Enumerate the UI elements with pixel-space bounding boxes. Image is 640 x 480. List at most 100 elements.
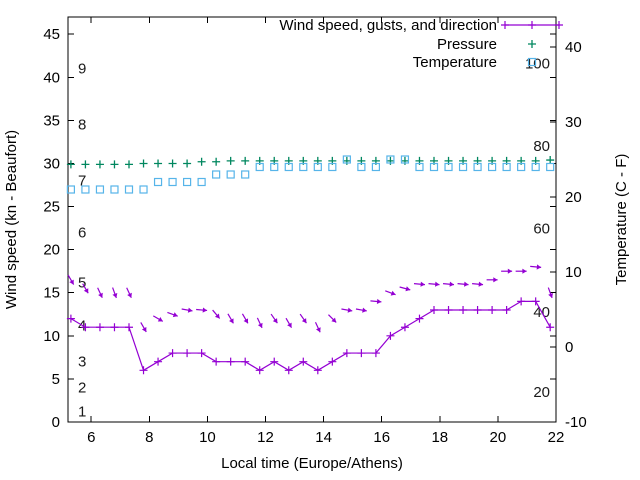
x-tick-label: 10	[199, 429, 216, 446]
temperature-marker	[415, 162, 424, 172]
y-tick-label: 5	[52, 371, 60, 388]
gust-arrowhead	[390, 290, 396, 296]
gust-arrowhead	[202, 307, 208, 313]
fahrenheit-label: 100	[525, 56, 550, 73]
temperature-marker	[95, 185, 105, 194]
wind-speed-marker	[95, 323, 104, 332]
temperature-marker	[124, 185, 134, 194]
beaufort-label: 3	[78, 354, 86, 371]
y-tick-label: 30	[43, 155, 60, 172]
beaufort-label: 7	[78, 173, 86, 190]
gust-arrowhead	[548, 293, 554, 298]
fahrenheit-label: 20	[533, 384, 550, 401]
wind-speed-marker	[502, 305, 511, 314]
pressure-marker	[81, 160, 90, 169]
beaufort-label: 9	[78, 61, 86, 78]
pressure-marker	[386, 156, 395, 165]
y2-tick-label: 20	[565, 189, 582, 206]
pressure-marker	[168, 159, 177, 168]
gust-arrowhead	[362, 307, 367, 313]
gust-arrowhead	[243, 318, 249, 324]
wind-speed-marker	[81, 323, 90, 332]
y2-tick-label: 10	[565, 264, 582, 281]
pressure-marker	[197, 157, 206, 166]
wind-speed-marker	[313, 366, 322, 375]
pressure-marker	[154, 159, 163, 168]
wind-speed-marker	[459, 305, 468, 314]
wind-speed-marker	[415, 314, 424, 323]
gust-arrowhead	[272, 318, 278, 324]
legend-temperature-marker-sample	[527, 57, 537, 67]
gust-arrowhead	[449, 281, 454, 287]
gust-arrowhead	[478, 281, 484, 287]
y2-tick-label: 40	[565, 39, 582, 56]
wind-speed-marker	[473, 305, 482, 314]
x-tick-label: 20	[490, 429, 507, 446]
temperature-marker	[284, 162, 293, 172]
wind-speed-marker	[357, 349, 366, 358]
fahrenheit-label: 80	[533, 138, 550, 155]
temperature-marker	[66, 185, 76, 194]
pressure-marker	[183, 159, 192, 168]
gust-arrowhead	[507, 268, 513, 274]
x-tick-label: 16	[373, 429, 390, 446]
y-tick-label: 10	[43, 328, 60, 345]
x-tick-label: 8	[145, 429, 153, 446]
gust-arrowhead	[229, 318, 234, 324]
gust-arrowhead	[493, 277, 498, 283]
wind-speed-marker	[371, 349, 380, 358]
series-gusts-direction	[67, 264, 554, 333]
gust-arrowhead	[522, 268, 527, 274]
gust-arrowhead	[157, 316, 163, 322]
gust-arrowhead	[172, 312, 178, 318]
x-tick-label: 14	[315, 429, 332, 446]
wind-speed-marker	[197, 349, 206, 358]
temperature-marker	[517, 162, 526, 172]
temperature-marker	[342, 155, 351, 164]
chart-legend: Wind speed, gusts, and direction Pressure…	[279, 17, 563, 71]
wind-speed-marker	[430, 305, 438, 314]
legend-temperature-label: Temperature	[413, 54, 497, 71]
gust-arrowhead	[420, 281, 425, 287]
y-tick-label: 20	[43, 242, 60, 259]
pressure-marker	[226, 156, 235, 165]
gust-arrowhead	[434, 281, 440, 287]
gust-arrowhead	[536, 264, 542, 270]
wind-speed-marker	[400, 323, 409, 332]
wind-speed-marker	[139, 366, 148, 375]
gust-arrowhead	[376, 298, 382, 305]
temperature-marker	[139, 185, 148, 194]
wind-speed-marker	[241, 357, 250, 366]
y2-tick-label: 0	[565, 339, 573, 356]
beaufort-label: 5	[78, 274, 86, 291]
pressure-marker	[95, 160, 104, 169]
temperature-marker	[212, 170, 221, 179]
temperature-marker	[270, 162, 279, 172]
y-tick-label: 25	[43, 199, 60, 216]
legend-wind-marker-sample	[555, 21, 563, 29]
beaufort-label: 6	[78, 224, 86, 241]
temperature-marker	[429, 162, 439, 172]
wind-speed-marker	[342, 349, 351, 358]
wind-speed-marker	[284, 366, 293, 375]
temperature-marker	[299, 162, 308, 172]
temperature-marker	[473, 162, 482, 172]
temperature-marker	[255, 162, 264, 172]
wind-speed-marker	[154, 357, 163, 366]
y2-tick-label: 30	[565, 114, 582, 131]
wind-speed-marker	[255, 366, 264, 375]
temperature-marker	[444, 162, 453, 172]
pressure-marker	[139, 159, 148, 168]
legend-wind-marker-sample	[501, 21, 509, 29]
temperature-marker	[81, 185, 90, 194]
wind-speed-marker	[299, 357, 308, 366]
beaufort-label: 2	[78, 380, 86, 397]
pressure-marker	[546, 156, 555, 165]
temperature-marker	[357, 162, 366, 172]
temperature-marker	[488, 162, 497, 172]
gust-arrowhead	[98, 292, 103, 298]
pressure-marker	[125, 160, 133, 169]
temperature-marker	[531, 162, 540, 172]
